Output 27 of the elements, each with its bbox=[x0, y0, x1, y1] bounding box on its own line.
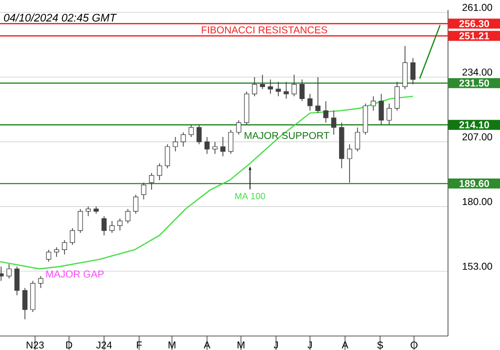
x-tick-label: F bbox=[136, 342, 142, 348]
x-tick-label: M bbox=[168, 342, 176, 348]
annotation: MAJOR GAP bbox=[46, 270, 104, 278]
x-tick-label: O bbox=[410, 342, 418, 349]
y-tick-label: 180.00 bbox=[462, 198, 492, 206]
x-tick-label: D bbox=[66, 342, 72, 348]
x-tick-label: J24 bbox=[96, 342, 112, 349]
x-tick-label: N23 bbox=[26, 342, 44, 349]
x-tick-label: S bbox=[377, 342, 383, 349]
ref-line-label: 214.10 bbox=[459, 121, 490, 128]
ref-line-label: 231.50 bbox=[459, 80, 490, 87]
ref-line-label: 256.30 bbox=[459, 20, 490, 28]
y-tick-label: 207.00 bbox=[462, 133, 492, 140]
annotation: MAJOR SUPPORT bbox=[244, 132, 330, 140]
series-label: MA 100 bbox=[235, 192, 266, 200]
x-tick-label: A bbox=[204, 342, 210, 348]
x-tick-label: M bbox=[238, 342, 244, 348]
x-tick-label: J bbox=[274, 342, 278, 348]
x-tick-label: J bbox=[308, 342, 312, 348]
annotation: 04/10/2024 02:45 GMT bbox=[4, 14, 117, 22]
y-tick-label: 153.00 bbox=[462, 262, 492, 270]
ref-line-label: 251.21 bbox=[459, 32, 490, 40]
y-tick-label: 234.00 bbox=[462, 68, 492, 76]
y-tick-label: 261.00 bbox=[462, 4, 492, 11]
annotation: FIBONACCI RESISTANCES bbox=[202, 26, 328, 34]
ref-line-label: 189.60 bbox=[460, 180, 490, 188]
x-tick-label: A bbox=[342, 342, 348, 348]
